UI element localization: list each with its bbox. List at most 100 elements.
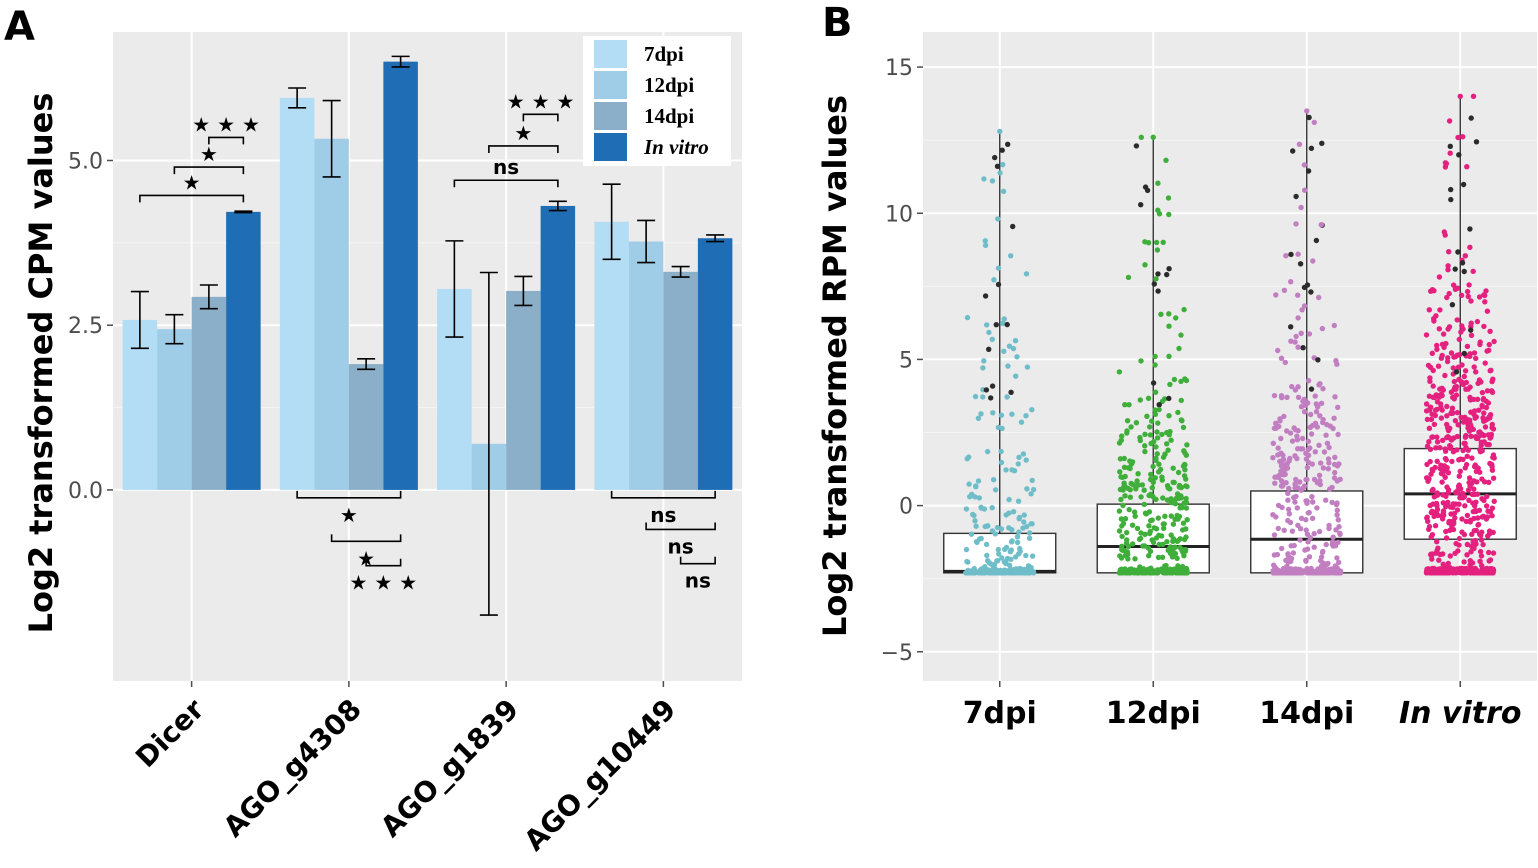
data-point <box>995 265 1002 271</box>
data-point <box>1008 389 1014 395</box>
data-point <box>1013 373 1019 379</box>
data-point <box>1447 527 1453 534</box>
data-point <box>1291 542 1297 549</box>
data-point <box>1473 527 1480 534</box>
data-point <box>1491 498 1497 504</box>
data-point <box>1446 249 1452 255</box>
data-point <box>1447 150 1453 156</box>
data-point <box>1462 465 1469 471</box>
data-point <box>1455 134 1461 141</box>
data-point <box>1460 134 1466 140</box>
data-point <box>1003 467 1009 473</box>
data-point <box>1146 530 1153 537</box>
data-point <box>1456 484 1463 490</box>
data-point <box>1434 406 1440 413</box>
data-point <box>1156 541 1162 548</box>
data-point <box>1318 400 1325 406</box>
data-point <box>1181 306 1187 313</box>
data-point <box>982 242 989 248</box>
data-point <box>1283 253 1289 259</box>
data-point <box>1444 403 1450 410</box>
data-point <box>1293 193 1299 200</box>
bar-14dpi <box>191 296 227 490</box>
data-point <box>1436 274 1443 280</box>
data-point <box>1330 534 1336 540</box>
legend-swatch <box>594 102 627 130</box>
data-point <box>1464 164 1470 170</box>
data-point <box>1297 479 1303 485</box>
data-point <box>1138 358 1144 364</box>
data-point <box>1173 570 1180 576</box>
data-point <box>1314 404 1321 410</box>
data-point <box>1127 494 1134 500</box>
data-point <box>1335 539 1341 546</box>
significance-bracket <box>679 556 716 565</box>
data-point <box>972 518 978 524</box>
data-point <box>994 163 1001 169</box>
data-point <box>1155 420 1161 426</box>
data-point <box>1271 392 1278 399</box>
data-point <box>1161 521 1167 527</box>
data-point <box>1138 134 1145 140</box>
data-point <box>1021 512 1027 518</box>
data-point <box>1308 145 1315 151</box>
data-point <box>1180 424 1187 431</box>
data-point <box>1484 388 1491 394</box>
data-point <box>1138 494 1144 500</box>
data-point <box>1272 474 1278 480</box>
data-point <box>989 178 996 184</box>
data-point <box>1010 223 1016 230</box>
data-point <box>1289 438 1296 444</box>
data-point <box>1182 547 1189 553</box>
data-point <box>1432 464 1438 471</box>
data-point <box>1303 498 1309 504</box>
data-point <box>1307 570 1313 576</box>
data-point <box>1310 258 1316 264</box>
data-point <box>1426 526 1432 532</box>
data-point <box>1131 509 1138 515</box>
data-point <box>998 412 1005 418</box>
data-point <box>1478 553 1485 559</box>
data-point <box>1457 495 1463 501</box>
significance-label: ★ <box>200 142 218 166</box>
data-point <box>1160 495 1166 501</box>
data-point <box>1294 505 1301 511</box>
data-point <box>1125 485 1131 491</box>
data-point <box>1442 160 1449 166</box>
data-point <box>1445 487 1452 493</box>
significance-label: ★ ★ ★ <box>192 112 260 136</box>
data-point <box>1001 348 1007 354</box>
data-point <box>1330 543 1336 549</box>
data-point <box>1168 532 1174 538</box>
data-point <box>1460 181 1467 188</box>
data-point <box>985 558 991 564</box>
significance-bracket <box>645 522 716 531</box>
data-point <box>1462 567 1469 573</box>
data-point <box>1308 289 1314 295</box>
data-point <box>1166 266 1172 272</box>
data-point <box>1291 425 1297 431</box>
data-point <box>1170 465 1176 471</box>
data-point <box>1323 541 1329 548</box>
data-point <box>1435 363 1442 369</box>
significance-label: ★ <box>340 503 358 527</box>
significance-bracket <box>208 136 245 145</box>
data-point <box>1012 338 1019 344</box>
data-point <box>1473 139 1480 145</box>
data-point <box>1456 152 1462 158</box>
data-point <box>1029 407 1035 413</box>
data-point <box>1329 499 1335 506</box>
data-point <box>1155 554 1162 561</box>
bar-12dpi <box>628 241 664 490</box>
data-point <box>1325 466 1332 472</box>
data-point <box>1167 381 1173 388</box>
data-point <box>1432 523 1439 529</box>
data-point <box>1441 464 1447 470</box>
data-point <box>1474 491 1481 497</box>
data-point <box>1442 446 1448 452</box>
data-point <box>1471 411 1477 418</box>
data-point <box>1453 392 1460 398</box>
data-point <box>1292 339 1298 345</box>
data-point <box>1329 484 1335 491</box>
